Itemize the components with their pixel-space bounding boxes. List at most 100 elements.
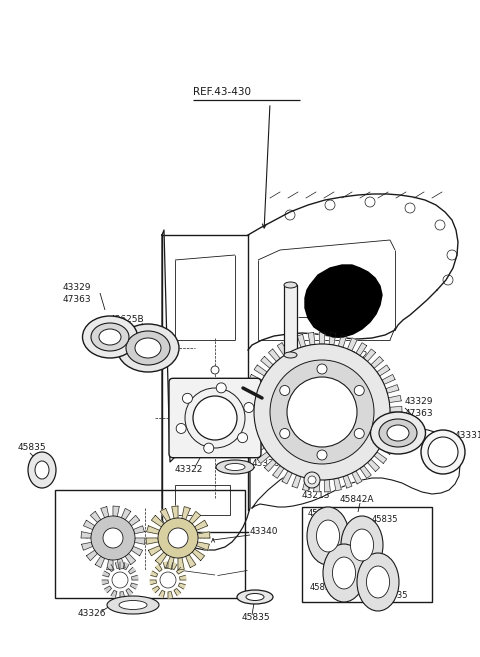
Polygon shape [179,583,185,589]
Polygon shape [133,526,144,533]
Polygon shape [371,357,384,369]
Polygon shape [129,567,135,574]
Circle shape [244,403,254,413]
Polygon shape [389,417,402,423]
Text: 43328: 43328 [265,376,293,384]
Text: 43332: 43332 [340,350,369,359]
Polygon shape [377,365,390,376]
Ellipse shape [387,425,409,441]
Text: 43625B: 43625B [110,315,144,325]
Ellipse shape [35,461,49,479]
Polygon shape [352,471,362,484]
Ellipse shape [379,419,417,447]
Circle shape [354,428,364,438]
Circle shape [308,476,316,484]
Polygon shape [364,349,375,361]
Polygon shape [103,571,109,577]
Text: REF.43-430: REF.43-430 [193,87,251,97]
Text: 43326: 43326 [252,459,280,468]
Polygon shape [245,384,258,394]
Polygon shape [151,515,164,527]
Polygon shape [249,374,262,384]
Ellipse shape [119,600,147,610]
Circle shape [280,386,290,396]
Polygon shape [192,549,204,560]
Bar [175,485,230,515]
Polygon shape [338,334,347,348]
Polygon shape [254,365,267,376]
Text: 43340: 43340 [250,528,278,537]
Ellipse shape [91,323,129,351]
Ellipse shape [246,593,264,600]
Circle shape [254,344,390,480]
Polygon shape [292,475,301,488]
Polygon shape [277,343,288,355]
Polygon shape [163,562,168,568]
Polygon shape [95,556,105,568]
Circle shape [216,383,226,393]
Polygon shape [159,591,165,597]
Circle shape [182,394,192,403]
Polygon shape [81,532,91,538]
Circle shape [112,572,128,588]
Polygon shape [107,560,113,570]
Circle shape [270,360,374,464]
Ellipse shape [117,324,179,372]
Polygon shape [174,589,181,596]
Polygon shape [151,571,157,577]
Polygon shape [146,526,159,534]
Polygon shape [374,452,387,463]
Circle shape [304,472,320,488]
Bar [284,285,297,355]
Ellipse shape [28,452,56,488]
Ellipse shape [333,557,356,589]
Polygon shape [129,515,140,526]
Polygon shape [380,444,393,455]
Circle shape [204,443,214,453]
Text: 47363: 47363 [63,296,92,304]
Polygon shape [324,480,330,492]
Ellipse shape [126,331,170,365]
Polygon shape [388,396,401,403]
Circle shape [211,366,219,374]
Polygon shape [84,520,95,530]
Polygon shape [102,580,108,585]
Polygon shape [252,444,264,455]
Circle shape [428,437,458,467]
Polygon shape [196,542,209,551]
Text: 43326: 43326 [78,610,107,618]
Polygon shape [86,550,97,560]
Polygon shape [356,343,367,355]
Text: 45835: 45835 [18,443,47,453]
Polygon shape [107,564,114,572]
Polygon shape [194,520,207,530]
Polygon shape [247,435,260,445]
Polygon shape [297,334,306,348]
Polygon shape [287,338,297,351]
Ellipse shape [284,352,297,358]
Polygon shape [132,576,138,580]
Polygon shape [178,558,184,570]
Ellipse shape [371,412,425,454]
Polygon shape [261,357,273,369]
Polygon shape [303,478,310,491]
Ellipse shape [350,529,373,561]
Polygon shape [125,554,136,564]
Polygon shape [264,459,276,472]
Circle shape [354,386,364,396]
Polygon shape [273,466,284,478]
Polygon shape [156,552,167,564]
Polygon shape [282,471,292,484]
FancyBboxPatch shape [169,378,261,458]
Polygon shape [268,349,280,361]
Polygon shape [134,538,145,544]
Polygon shape [189,511,201,524]
Text: 43327A: 43327A [310,313,345,321]
Text: 43322: 43322 [175,466,204,474]
Text: 45835: 45835 [372,516,398,524]
Text: 43331T: 43331T [455,430,480,440]
Bar [302,507,432,602]
Polygon shape [131,583,137,589]
Polygon shape [180,576,186,580]
Ellipse shape [341,516,383,574]
